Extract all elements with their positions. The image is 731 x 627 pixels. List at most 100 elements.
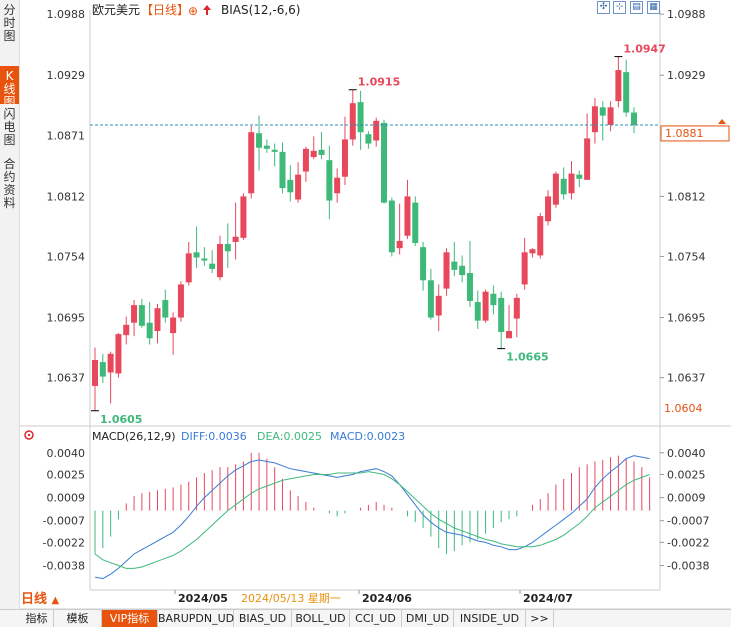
price-tick-label-left: 1.0637 xyxy=(47,372,86,385)
macd-axis: 0.0040 0.0040 0.0025 0.0025 0.0009 0.0009 -0.0… xyxy=(43,447,710,573)
candle-body xyxy=(513,297,520,319)
candle-body xyxy=(310,150,317,158)
candle-body xyxy=(552,173,559,205)
candle-body xyxy=(451,261,458,270)
candle-body xyxy=(248,132,255,194)
candle-body xyxy=(545,196,552,222)
macd-tick-label: -0.0022 xyxy=(667,536,709,549)
tab-contract-info[interactable]: 合约资料 xyxy=(3,157,16,210)
candle-body xyxy=(193,252,200,258)
kline-chart[interactable]: 欧元美元 【日线】 ⊕ BIAS(12,-6,6) 1.09881.09291.… xyxy=(0,0,731,609)
candle-body xyxy=(560,178,567,195)
candle-body xyxy=(631,112,637,125)
period-tag: 【日线】 xyxy=(141,3,189,17)
period-selector[interactable]: 日线 ▲ xyxy=(21,591,71,609)
time-axis: 2024/05 2024/05/13 星期一 2024/06 2024/07 xyxy=(174,590,573,605)
tab-bias[interactable]: BIAS_UD xyxy=(234,610,292,627)
candle-body xyxy=(396,240,403,249)
fit-screen-icon[interactable]: ✣ xyxy=(597,1,610,14)
candle-body xyxy=(412,202,419,243)
price-axis-left: 1.0988 1.0929 1.0871 1.0812 1.0754 1.0695 1.06… xyxy=(47,8,86,384)
candle-body xyxy=(381,122,388,203)
macd-tick-label-left: -0.0038 xyxy=(43,560,85,573)
candle-body xyxy=(287,179,294,193)
tab-vip-indicator[interactable]: VIP指标 xyxy=(102,610,158,627)
macd-settings-icon[interactable] xyxy=(24,430,34,440)
add-symbol-icon[interactable]: ⊕ xyxy=(188,4,198,18)
macd-macd-value: MACD:0.0023 xyxy=(330,430,405,443)
candle-body xyxy=(623,72,630,113)
candle-body xyxy=(209,263,216,269)
annotation-low-1: 1.0605 xyxy=(100,413,142,426)
candle-body xyxy=(459,265,466,276)
tab-barupdn[interactable]: BARUPDN_UD xyxy=(158,610,235,627)
candle-body xyxy=(154,308,161,332)
annotation-low-2: 1.0665 xyxy=(506,351,548,364)
tab-more[interactable]: >> xyxy=(526,610,554,627)
price-tick-label-left: 1.0812 xyxy=(47,190,86,203)
macd-tick-label: 0.0040 xyxy=(667,447,706,460)
tab-boll[interactable]: BOLL_UD xyxy=(292,610,350,627)
candle-body xyxy=(115,334,122,374)
macd-histogram xyxy=(94,452,651,554)
candle-body xyxy=(427,280,434,318)
grid-icon[interactable]: ▦ xyxy=(647,1,660,14)
current-price-label: 1.0881 xyxy=(665,127,704,140)
price-tick-label-left: 1.0929 xyxy=(47,69,86,82)
candle-body xyxy=(521,252,528,285)
candle-body xyxy=(498,297,505,333)
price-tick-label: 1.0637 xyxy=(667,372,706,385)
candle-body xyxy=(591,106,598,133)
price-tick-label-left: 1.0695 xyxy=(47,312,86,325)
tab-cci[interactable]: CCI_UD xyxy=(350,610,402,627)
candle-body xyxy=(584,138,591,180)
tab-inside[interactable]: INSIDE_UD xyxy=(454,610,526,627)
candle-body xyxy=(162,299,169,318)
chart-frame xyxy=(20,10,731,609)
candle-body xyxy=(466,273,473,301)
candle-body xyxy=(490,293,497,306)
tab-flash[interactable]: 闪电图 xyxy=(3,107,16,147)
price-axis: 1.09881.09291.08711.08121.07541.06951.06… xyxy=(660,8,706,385)
macd-tick-label-left: 0.0009 xyxy=(47,492,86,505)
indicator-tab-bar: 指标 模板 VIP指标 BARUPDN_UD BIAS_UD BOLL_UD C… xyxy=(0,609,731,627)
candle-body xyxy=(388,200,395,253)
macd-tick-label: -0.0038 xyxy=(667,560,709,573)
crosshair-icon[interactable]: ⊹ xyxy=(613,1,626,14)
macd-tick-label: 0.0009 xyxy=(667,492,706,505)
candle-body xyxy=(99,362,106,377)
tab-template[interactable]: 模板 xyxy=(54,610,102,627)
cursor-date-label: 2024/05/13 星期一 xyxy=(241,592,341,605)
candle-body xyxy=(373,120,380,141)
candle-body xyxy=(279,151,286,189)
tab-timeshare[interactable]: 分时图 xyxy=(3,3,16,43)
candle-body xyxy=(404,196,411,236)
candle-body xyxy=(185,253,192,283)
macd-tick-label: 0.0025 xyxy=(667,468,706,481)
tab-indicator[interactable]: 指标 xyxy=(20,610,54,627)
candle-body xyxy=(576,174,583,179)
low-price-label: 1.0604 xyxy=(664,402,703,415)
price-tick-label-left: 1.0754 xyxy=(47,250,86,263)
candle-body xyxy=(263,145,270,149)
indicator-label: BIAS(12,-6,6) xyxy=(221,3,300,17)
macd-tick-label: -0.0007 xyxy=(667,515,709,528)
candle-body xyxy=(357,102,364,133)
candle-body xyxy=(349,103,356,140)
tab-dmi[interactable]: DMI_UD xyxy=(402,610,454,627)
candle-body xyxy=(232,236,239,242)
macd-tick-label-left: -0.0007 xyxy=(43,515,85,528)
indicator-arrow-icon xyxy=(203,5,211,15)
candle-body xyxy=(224,244,231,252)
macd-diff-line xyxy=(94,455,650,580)
candle-body xyxy=(615,70,622,102)
layout-icon[interactable]: ▤ xyxy=(630,1,643,14)
candle-body xyxy=(482,291,489,321)
candlestick-series xyxy=(92,56,637,411)
candle-body xyxy=(131,305,138,323)
candle-body xyxy=(271,149,278,152)
candle-body xyxy=(216,244,223,278)
current-price-box: 1.0881 xyxy=(660,118,730,142)
candle-body xyxy=(607,107,614,125)
